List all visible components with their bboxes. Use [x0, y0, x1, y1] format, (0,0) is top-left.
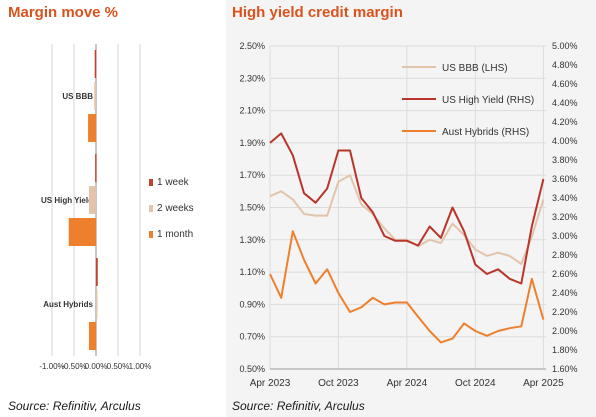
y-right-tick-label: 3.00% [552, 231, 578, 241]
y-right-tick-label: 4.80% [552, 60, 578, 70]
y-left-tick-label: 2.50% [239, 41, 265, 51]
x-tick-label: Oct 2023 [318, 378, 359, 389]
x-tick-label: 1.00% [129, 362, 152, 371]
credit-margin-chart: 0.50% 0.70% 0.90% 1.10% 1.30% 1.50% 1.70% 1.90%… [239, 41, 578, 389]
y-right-tick-label: 4.60% [552, 79, 578, 89]
bar-us-bbb-2-weeks [94, 82, 96, 110]
y-left-tick-label: 0.70% [239, 332, 265, 342]
legend-label-2-weeks: 2 weeks [157, 203, 194, 214]
y-right-tick-label: 3.40% [552, 193, 578, 203]
x-tick-label: Oct 2024 [455, 378, 496, 389]
y-right-tick-label: 4.20% [552, 117, 578, 127]
margin-move-panel: Margin move % -1.00% -0.50% 0.00% 0.50% 1.00… [0, 0, 218, 417]
legend-swatch-1-week [149, 179, 153, 186]
y-left-tick-label: 1.30% [239, 235, 265, 245]
bar-us-high-yield-1-month [68, 218, 96, 246]
category-label-us-high-yield: US High Yield [41, 196, 93, 205]
bar-aust-hybrids-1-week [96, 258, 98, 286]
bar-aust-hybrids-2-weeks [96, 290, 98, 318]
bar-aust-hybrids-1-month [88, 322, 96, 350]
y-right-tick-label: 2.20% [552, 307, 578, 317]
credit-margin-source: Source: Refinitiv, Arculus [232, 399, 365, 413]
y-right-tick-label: 4.40% [552, 98, 578, 108]
legend-swatch-1-month [149, 231, 153, 238]
x-tick-label: 0.00% [85, 362, 108, 371]
credit-margin-panel: High yield credit margin 0.50% 0.70% 0.90%… [226, 0, 596, 417]
margin-move-chart: -1.00%-0.50%0.00% 0.50% 1.00% US BBB US High… [39, 44, 194, 371]
y-right-tick-label: 2.60% [552, 269, 578, 279]
x-tick-label: Apr 2023 [250, 378, 291, 389]
y-right-tick-label: 2.40% [552, 288, 578, 298]
y-left-tick-label: 0.90% [239, 299, 265, 309]
y-left-tick-label: 1.50% [239, 203, 265, 213]
legend-label-us-bbb-lhs: US BBB (LHS) [442, 63, 508, 74]
y-right-tick-label: 4.00% [552, 136, 578, 146]
x-tick-label: Apr 2025 [523, 378, 564, 389]
y-left-tick-label: 2.30% [239, 73, 265, 83]
legend-label-1-week: 1 week [157, 177, 190, 188]
y-right-tick-label: 5.00% [552, 41, 578, 51]
y-left-tick-label: 1.70% [239, 170, 265, 180]
x-tick-label: -0.50% [61, 362, 86, 371]
y-left-tick-label: 2.10% [239, 106, 265, 116]
y-right-tick-label: 2.00% [552, 326, 578, 336]
y-right-tick-label: 1.80% [552, 345, 578, 355]
legend-label-1-month: 1 month [157, 229, 193, 240]
y-left-tick-label: 1.90% [239, 138, 265, 148]
legend-swatch-2-weeks [149, 205, 153, 212]
category-label-aust-hybrids: Aust Hybrids [43, 300, 93, 309]
margin-move-source: Source: Refinitiv, Arculus [8, 399, 141, 413]
credit-margin-title: High yield credit margin [232, 4, 403, 21]
legend-label-us-high-yield-rhs: US High Yield (RHS) [442, 95, 534, 106]
series-line-aust-hybrids-rhs [269, 230, 545, 344]
y-right-tick-label: 3.80% [552, 155, 578, 165]
y-right-tick-label: 3.60% [552, 174, 578, 184]
y-left-tick-label: 0.50% [239, 364, 265, 374]
bar-us-bbb-1-month [88, 114, 96, 142]
bar-us-bbb-1-week [94, 50, 97, 78]
x-tick-label: -1.00% [39, 362, 64, 371]
legend-label-aust-hybrids-rhs: Aust Hybrids (RHS) [442, 127, 529, 138]
bar-us-high-yield-1-week [95, 154, 97, 182]
bar-us-high-yield-2-weeks [88, 186, 96, 214]
y-right-tick-label: 1.60% [552, 364, 578, 374]
y-right-tick-label: 2.80% [552, 250, 578, 260]
series-line-us-high-yield-rhs [269, 132, 545, 285]
y-left-tick-label: 1.10% [239, 267, 265, 277]
category-label-us-bbb: US BBB [62, 92, 93, 101]
margin-move-title: Margin move % [8, 4, 119, 21]
x-tick-label: 0.50% [107, 362, 130, 371]
x-tick-label: Apr 2024 [387, 378, 428, 389]
y-right-tick-label: 3.20% [552, 212, 578, 222]
